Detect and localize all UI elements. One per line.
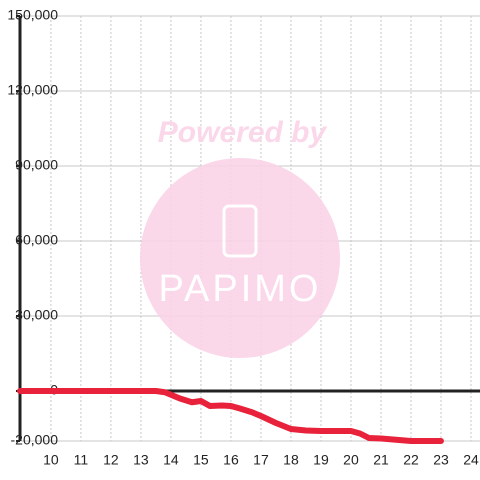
- y-tick-label: -20,000: [11, 432, 59, 448]
- x-tick-label: 23: [433, 452, 449, 468]
- y-tick-label: 90,000: [15, 157, 58, 173]
- x-tick-label: 22: [403, 452, 419, 468]
- x-tick-label: 18: [283, 452, 299, 468]
- y-tick-label: 150,000: [7, 7, 58, 23]
- watermark: Powered by PAPIMO: [140, 116, 340, 358]
- x-tick-label: 15: [193, 452, 209, 468]
- watermark-logo: PAPIMO: [159, 268, 322, 310]
- watermark-phone: [222, 204, 258, 258]
- x-tick-label: 21: [373, 452, 389, 468]
- data-line: [17, 388, 444, 444]
- x-tick-label: 17: [253, 452, 269, 468]
- y-tick-label: 30,000: [15, 307, 58, 323]
- watermark-circle: [140, 158, 340, 358]
- x-tick-label: 16: [223, 452, 239, 468]
- x-tick-label: 11: [74, 452, 89, 468]
- x-tick-label: 13: [133, 452, 149, 468]
- x-tick-label: 10: [43, 452, 59, 468]
- y-tick-label: 120,000: [7, 82, 58, 98]
- x-tick-label: 19: [313, 452, 329, 468]
- watermark-text: Powered by: [158, 116, 328, 149]
- x-tick-label: 14: [163, 452, 179, 468]
- x-tick-label: 20: [343, 452, 359, 468]
- x-tick-label: 24: [463, 452, 479, 468]
- x-tick-label: 12: [103, 452, 119, 468]
- y-tick-label: 60,000: [15, 232, 58, 248]
